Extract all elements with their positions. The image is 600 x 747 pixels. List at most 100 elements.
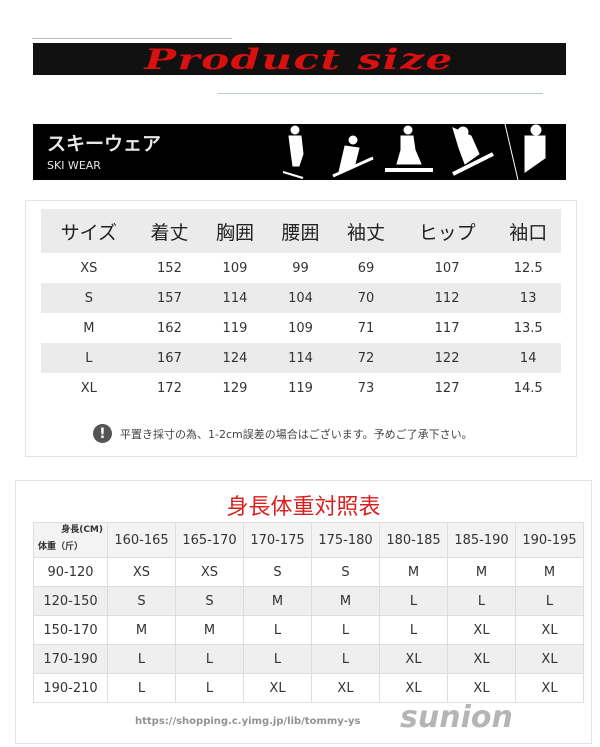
size-table-row: M 162 119 109 71 117 13.5: [41, 313, 561, 343]
height-weight-row: 150-170 M M L L L XL XL: [33, 615, 584, 645]
header-size: サイズ: [41, 209, 137, 253]
height-weight-header: 身長(CM) 体重（斤） 160-165 165-170 170-175 175-18…: [33, 522, 584, 558]
watermark-url: https://shopping.c.yimg.jp/lib/tommy-ys: [135, 716, 361, 727]
exclamation-icon: !: [93, 424, 112, 443]
size-table-cell: 14: [495, 343, 561, 373]
height-range-header: 175-180: [311, 522, 380, 558]
size-cell: M: [311, 586, 380, 616]
divider: [32, 38, 232, 39]
weight-range-cell: 120-150: [33, 586, 108, 616]
size-cell: XS: [107, 557, 176, 587]
size-table-cell: 14.5: [513, 380, 543, 396]
ski-wear-jp: スキーウェア: [47, 133, 162, 155]
size-cell: S: [107, 586, 176, 616]
size-table-cell: 12.5: [513, 260, 543, 276]
size-table-cell: 117: [434, 320, 460, 336]
size-cell: S: [175, 586, 244, 616]
header-sleeve: 袖丈: [333, 209, 399, 253]
size-table-cell: 152: [157, 260, 182, 276]
size-table-cell: 119: [288, 380, 313, 396]
height-range-header: 180-185: [379, 522, 448, 558]
size-table-row: XL 172 129 119 73 127 14.5: [41, 373, 561, 403]
size-cell: L: [311, 615, 380, 645]
size-cell: XL: [515, 644, 584, 674]
size-cell: XL: [243, 673, 312, 703]
size-table-cell: 172: [157, 380, 182, 396]
size-table-cell: 70: [333, 283, 399, 313]
weight-range-cell: 190-210: [33, 673, 108, 703]
size-cell: M: [515, 557, 584, 587]
size-table-cell: 13: [495, 283, 561, 313]
height-weight-row: 90-120 XS XS S S M M M: [33, 557, 584, 587]
size-cell: XL: [311, 673, 380, 703]
size-cell: S: [243, 557, 312, 587]
size-table-cell: XS: [80, 260, 98, 276]
size-cell: XL: [515, 673, 584, 703]
product-size-banner: Product size: [33, 43, 566, 76]
height-weight-table: 身長(CM) 体重（斤） 160-165 165-170 170-175 175-18…: [33, 522, 584, 703]
height-range-header: 185-190: [447, 522, 516, 558]
size-table-cell: M: [83, 320, 95, 336]
height-weight-row: 190-210 L L XL XL XL XL XL: [33, 673, 584, 703]
header-length: 着丈: [136, 209, 203, 253]
note-text: 平置き採寸の為、1-2cm誤差の場合はございます。予めご了承下さい。: [120, 427, 473, 441]
size-cell: L: [447, 586, 516, 616]
size-table-cell: 69: [357, 260, 375, 276]
corner-cell: 身長(CM) 体重（斤）: [33, 522, 108, 558]
header-hip: ヒップ: [398, 209, 496, 253]
size-table-cell: 119: [222, 320, 248, 336]
size-cell: XL: [447, 644, 516, 674]
size-cell: M: [379, 557, 448, 587]
size-table-cell: 157: [136, 283, 203, 313]
size-table-cell: 72: [333, 343, 399, 373]
size-table: サイズ 着丈 胸囲 腰囲 袖丈 ヒップ 袖口 XS 152 109 99 69 107 12…: [41, 209, 561, 403]
size-cell: L: [175, 644, 244, 674]
size-cell: L: [107, 673, 176, 703]
watermark-logo: sunion: [400, 700, 513, 735]
size-cell: XL: [379, 673, 448, 703]
size-table-cell: 107: [434, 260, 460, 276]
size-table-cell: 71: [357, 320, 375, 336]
size-cell: S: [311, 557, 380, 587]
size-table-cell: S: [41, 283, 137, 313]
size-cell: XS: [175, 557, 244, 587]
height-weight-card: 身長体重対照表 身長(CM) 体重（斤） 160-165 165-170 170-1…: [15, 480, 592, 744]
size-table-cell: 13.5: [513, 320, 543, 336]
height-weight-title: 身長体重対照表: [226, 495, 381, 520]
weight-range-cell: 150-170: [33, 615, 108, 645]
size-table-cell: 124: [202, 343, 268, 373]
size-table-cell: 114: [202, 283, 268, 313]
height-range-header: 165-170: [175, 522, 244, 558]
size-cell: L: [379, 615, 448, 645]
size-cell: L: [243, 615, 312, 645]
height-weight-row: 170-190 L L L L XL XL XL: [33, 644, 584, 674]
size-cell: XL: [515, 615, 584, 645]
size-table-cell: 109: [222, 260, 248, 276]
size-table-cell: 109: [288, 320, 313, 336]
size-table-header: サイズ 着丈 胸囲 腰囲 袖丈 ヒップ 袖口: [41, 209, 561, 253]
size-cell: M: [175, 615, 244, 645]
weight-range-cell: 90-120: [33, 557, 108, 587]
corner-weight-label: 体重（斤）: [38, 542, 84, 552]
size-cell: XL: [447, 615, 516, 645]
size-chart-card: サイズ 着丈 胸囲 腰囲 袖丈 ヒップ 袖口 XS 152 109 99 69 107 12…: [25, 200, 577, 457]
size-table-row: S 157 114 104 70 112 13: [41, 283, 561, 313]
size-cell: M: [107, 615, 176, 645]
size-table-cell: L: [41, 343, 137, 373]
ski-wear-en: SKI WEAR: [47, 159, 101, 172]
height-weight-row: 120-150 S S M M L L L: [33, 586, 584, 616]
size-cell: M: [243, 586, 312, 616]
size-table-cell: 167: [136, 343, 203, 373]
size-cell: L: [379, 586, 448, 616]
size-cell: M: [447, 557, 516, 587]
size-table-row: XS 152 109 99 69 107 12.5: [41, 253, 561, 283]
size-table-cell: 73: [357, 380, 375, 396]
measurement-note: ! 平置き採寸の為、1-2cm誤差の場合はございます。予めご了承下さい。: [93, 424, 473, 443]
skier-silhouettes-icon: [282, 124, 546, 180]
size-cell: XL: [447, 673, 516, 703]
size-cell: L: [311, 644, 380, 674]
height-range-header: 170-175: [243, 522, 312, 558]
size-table-cell: 99: [292, 260, 309, 276]
size-table-cell: 162: [157, 320, 182, 336]
weight-range-cell: 170-190: [33, 644, 108, 674]
